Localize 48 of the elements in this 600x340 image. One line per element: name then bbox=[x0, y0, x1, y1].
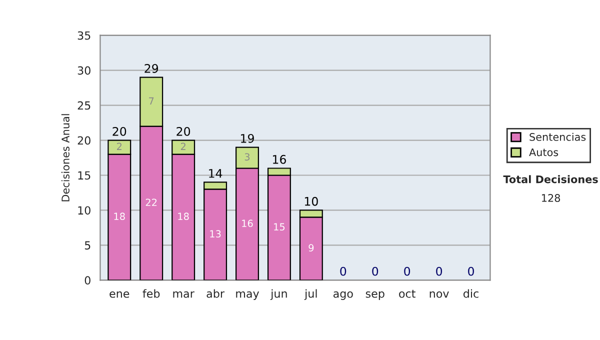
x-tick-label: ene bbox=[110, 291, 130, 298]
total-label: 14 bbox=[209, 169, 222, 178]
x-tick-label: sep bbox=[366, 291, 384, 300]
data-label: 15 bbox=[274, 223, 285, 231]
data-label: 16 bbox=[242, 220, 253, 228]
total-label: 20 bbox=[112, 126, 126, 136]
total-label: 10 bbox=[304, 196, 318, 206]
y-tick-label: 35 bbox=[78, 31, 90, 40]
x-tick-label: jun bbox=[270, 289, 287, 300]
text: 128 bbox=[542, 194, 560, 202]
total-label: 0 bbox=[404, 266, 410, 276]
data-label: 18 bbox=[114, 212, 125, 220]
x-tick-label: may bbox=[236, 291, 260, 300]
data-label: 18 bbox=[178, 212, 189, 220]
data-label: 7 bbox=[149, 97, 154, 104]
total-label: 16 bbox=[273, 154, 286, 164]
text: Total Decisiones bbox=[503, 175, 598, 184]
x-tick-label: dic bbox=[464, 289, 478, 298]
y-tick-label: 15 bbox=[78, 171, 90, 180]
total-label: 0 bbox=[372, 266, 378, 276]
legend-label: Sentencias bbox=[530, 132, 586, 141]
total-label: 29 bbox=[144, 64, 158, 73]
y-tick-label: 25 bbox=[78, 101, 90, 110]
total-label: 0 bbox=[468, 266, 474, 276]
data-label: 3 bbox=[244, 153, 250, 161]
y-tick-label: 30 bbox=[78, 66, 90, 75]
total-label: 20 bbox=[176, 126, 190, 136]
y-tick-label: 5 bbox=[84, 241, 90, 250]
data-label: 13 bbox=[210, 230, 221, 238]
x-tick-label: nov bbox=[430, 291, 449, 298]
y-tick-label: 20 bbox=[78, 136, 90, 145]
x-tick-label: jul bbox=[304, 289, 317, 300]
y-tick-label: 10 bbox=[78, 206, 90, 215]
total-label: 19 bbox=[241, 134, 254, 143]
data-label: 2 bbox=[180, 142, 186, 150]
data-label: 22 bbox=[146, 198, 157, 206]
x-tick-label: feb bbox=[142, 289, 160, 298]
x-tick-label: ago bbox=[333, 291, 353, 300]
x-tick-label: abr bbox=[206, 289, 224, 298]
x-tick-label: oct bbox=[399, 290, 416, 298]
total-label: 0 bbox=[340, 266, 346, 276]
total-label: 0 bbox=[436, 266, 442, 276]
data-label: 9 bbox=[308, 244, 314, 252]
data-label: 2 bbox=[117, 142, 122, 150]
x-tick-label: mar bbox=[173, 291, 194, 298]
y-tick-label: 0 bbox=[84, 276, 90, 285]
legend-label: Autos bbox=[529, 148, 558, 156]
y-axis-title: Decisiones Anual bbox=[61, 114, 70, 202]
